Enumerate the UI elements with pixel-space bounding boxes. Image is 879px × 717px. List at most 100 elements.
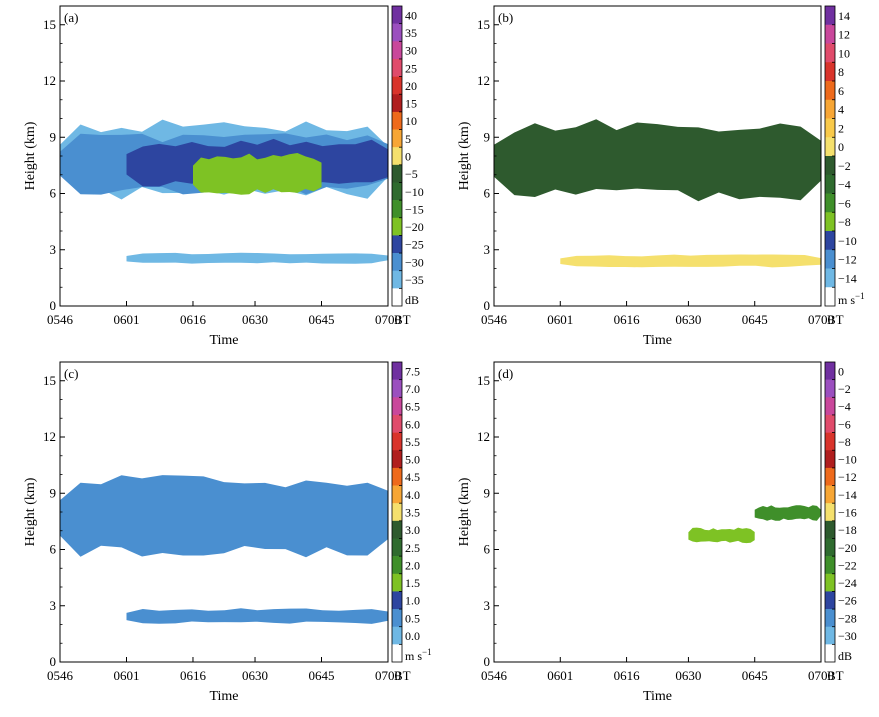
colorbar-tick-label: 0 [838, 140, 844, 154]
panel-label: (b) [498, 10, 513, 25]
colorbar-swatch [392, 94, 402, 113]
colorbar-tick-label: −2 [838, 159, 851, 173]
echo-dark-green-echo [494, 119, 821, 202]
colorbar-tick-label: 40 [405, 8, 417, 22]
echo-sparse-green-echo-2 [754, 505, 821, 521]
y-tick-label: 9 [484, 129, 491, 144]
colorbar-swatch [392, 609, 402, 628]
colorbar-tick-label: 3.5 [405, 506, 420, 520]
y-tick-label: 15 [477, 373, 490, 388]
colorbar-swatch [825, 193, 835, 213]
colorbar-swatch [392, 485, 402, 504]
colorbar-swatch [825, 591, 835, 610]
colorbar-swatch [825, 485, 835, 504]
colorbar-swatch [825, 397, 835, 416]
colorbar-tick-label: −2 [838, 382, 851, 396]
colorbar-swatch [392, 58, 402, 77]
colorbar: 40 35 30 25 20 15 10 5 0 −5 −10 −15 −20 −25 −30 −35 dB [391, 5, 424, 307]
colorbar-unit-text: m s [405, 649, 422, 663]
colorbar-swatch [825, 467, 835, 486]
colorbar-tick-label: 7.0 [405, 382, 420, 396]
x-tick-label: 0616 [180, 312, 207, 327]
colorbar-tick-label: −16 [838, 506, 857, 520]
colorbar-swatch [392, 76, 402, 95]
colorbar-unit: m s−1 [405, 647, 432, 663]
colorbar-unit: dB [405, 293, 419, 307]
x-tick-label: 0700 [808, 312, 834, 327]
colorbar-tick-label: 20 [405, 79, 417, 93]
colorbar-swatch [825, 362, 835, 380]
y-tick-label: 12 [43, 73, 56, 88]
x-axis-title: Time [643, 689, 672, 704]
echo-sparse-green-echo [688, 527, 755, 544]
colorbar-swatch [825, 538, 835, 557]
colorbar-tick-label: −14 [838, 271, 857, 285]
colorbar-tick-label: −14 [838, 488, 857, 502]
plot-area [60, 119, 388, 264]
colorbar-unit-superscript: −1 [855, 291, 865, 301]
colorbar-tick-label: 6 [838, 84, 844, 98]
x-axis-title: Time [209, 333, 238, 348]
colorbar-tick-label: −28 [838, 611, 857, 625]
x-axis-title: Time [209, 689, 238, 704]
x-tick-label: 0601 [113, 668, 139, 683]
colorbar-frame [391, 5, 403, 307]
colorbar-tick-label: −6 [838, 196, 851, 210]
colorbar-tick-label: 8 [838, 65, 844, 79]
colorbar-tick-label: −15 [405, 202, 424, 216]
colorbar-tick-label: −12 [838, 470, 857, 484]
colorbar-tick-label: 5 [405, 132, 411, 146]
colorbar-swatch [825, 644, 835, 663]
colorbar-tick-label: 6.5 [405, 400, 420, 414]
y-tick-label: 9 [50, 485, 57, 500]
colorbar-tick-label: −4 [838, 400, 851, 414]
x-tick-label: 0700 [375, 668, 401, 683]
colorbar-swatch [825, 156, 835, 176]
colorbar-swatch [392, 397, 402, 416]
colorbar-tick-label: −22 [838, 558, 857, 572]
x-unit-label: BT [394, 668, 411, 683]
x-tick-label: 0546 [47, 312, 74, 327]
colorbar-swatch [825, 118, 835, 138]
colorbar-swatch [825, 137, 835, 157]
colorbar-tick-label: 10 [405, 114, 417, 128]
colorbar-swatch [825, 212, 835, 232]
y-tick-label: 9 [484, 485, 491, 500]
colorbar-swatch [392, 217, 402, 236]
y-axis-title: Height (km) [23, 477, 38, 546]
x-tick-label: 0645 [309, 668, 335, 683]
colorbar-swatch [825, 174, 835, 194]
colorbar-swatch [392, 503, 402, 522]
colorbar-swatch [392, 538, 402, 557]
y-tick-label: 15 [43, 373, 56, 388]
colorbar-tick-label: 12 [838, 28, 850, 42]
colorbar-swatch [392, 556, 402, 575]
colorbar: 0 −2 −4 −6 −8 −10 −12 −14 −16 −18 −20 −22 −24 −26 −28 −… [824, 361, 857, 663]
colorbar-swatch [392, 591, 402, 610]
panel-label: (d) [498, 366, 513, 381]
colorbar-swatch [392, 520, 402, 539]
colorbar-tick-label: −4 [838, 178, 851, 192]
y-tick-label: 6 [484, 186, 491, 201]
y-tick-label: 15 [477, 17, 490, 32]
colorbar-tick-label: 1.5 [405, 576, 420, 590]
colorbar-swatch [825, 556, 835, 575]
colorbar: 14 12 10 8 6 4 2 0 −2 −4 −6 −8 −10 −12 −14 m s−1 [824, 5, 865, 307]
colorbar-tick-label: 5.0 [405, 453, 420, 467]
x-tick-label: 0630 [242, 312, 268, 327]
x-tick-label: 0601 [113, 312, 139, 327]
x-unit-label: BT [827, 668, 844, 683]
colorbar-swatch [392, 235, 402, 254]
colorbar-tick-label: −24 [838, 576, 857, 590]
y-tick-label: 0 [484, 298, 491, 313]
x-axis-title: Time [643, 333, 672, 348]
x-tick-label: 0601 [547, 312, 573, 327]
colorbar-swatch [825, 99, 835, 119]
y-tick-label: 12 [477, 73, 490, 88]
colorbar-swatch [392, 626, 402, 645]
y-axis-title: Height (km) [457, 477, 472, 546]
x-tick-label: 0616 [614, 312, 641, 327]
